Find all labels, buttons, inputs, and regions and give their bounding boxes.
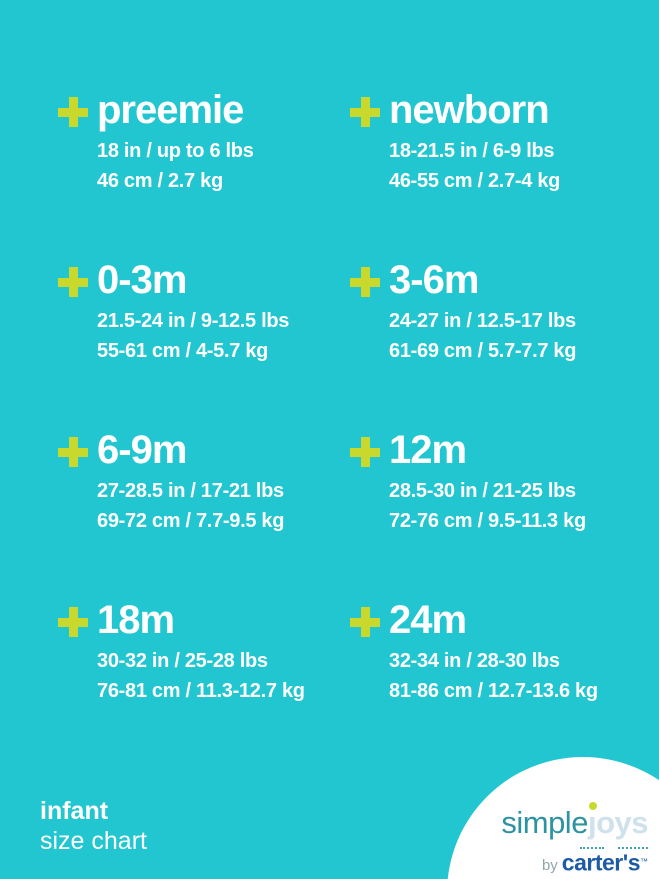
size-imperial: 18-21.5 in / 6-9 lbs [389,140,555,162]
plus-icon [58,437,88,467]
size-name: preemie [97,88,244,132]
size-metric: 72-76 cm / 9.5-11.3 kg [389,510,586,532]
size-entry-newborn: newborn 18-21.5 in / 6-9 lbs 46-55 cm / … [350,88,642,258]
chart-category-label: infant [40,797,109,825]
size-entry-6-9m: 6-9m 27-28.5 in / 17-21 lbs 69-72 cm / 7… [58,428,350,598]
joys-j-dot-icon [588,802,597,810]
plus-icon [350,97,380,127]
size-imperial: 18 in / up to 6 lbs [97,140,254,162]
logo-carters-text: carter's [561,849,641,876]
size-name: newborn [389,88,550,132]
size-name: 24m [389,598,467,642]
size-metric: 55-61 cm / 4-5.7 kg [97,340,269,362]
size-imperial: 21.5-24 in / 9-12.5 lbs [97,310,290,332]
size-name: 0-3m [97,258,187,302]
logo-by-text: by [541,857,558,875]
size-metric: 46 cm / 2.7 kg [97,170,223,192]
plus-icon [350,267,380,297]
size-metric: 76-81 cm / 11.3-12.7 kg [97,680,305,702]
size-imperial: 32-34 in / 28-30 lbs [389,650,560,672]
trademark-symbol: ™ [640,857,648,866]
logo-simple-text: simple [501,805,588,840]
plus-icon [350,607,380,637]
plus-icon [58,607,88,637]
size-imperial: 28.5-30 in / 21-25 lbs [389,480,576,502]
size-entry-preemie: preemie 18 in / up to 6 lbs 46 cm / 2.7 … [58,88,350,258]
size-entry-0-3m: 0-3m 21.5-24 in / 9-12.5 lbs 55-61 cm / … [58,258,350,428]
size-imperial: 27-28.5 in / 17-21 lbs [97,480,284,502]
size-name: 3-6m [389,258,479,302]
size-entry-24m: 24m 32-34 in / 28-30 lbs 81-86 cm / 12.7… [350,598,642,768]
plus-icon [58,267,88,297]
size-name: 12m [389,428,467,472]
size-name: 18m [97,598,175,642]
size-entry-18m: 18m 30-32 in / 25-28 lbs 76-81 cm / 11.3… [58,598,350,768]
chart-footer: infant size chart [40,796,147,856]
size-entry-3-6m: 3-6m 24-27 in / 12.5-17 lbs 61-69 cm / 5… [350,258,642,428]
size-metric: 81-86 cm / 12.7-13.6 kg [389,680,598,702]
size-name: 6-9m [97,428,187,472]
logo-dotted-underline [470,847,648,849]
brand-logo: simple ȷoys by carter's™ [470,802,648,877]
plus-icon [350,437,380,467]
size-metric: 61-69 cm / 5.7-7.7 kg [389,340,577,362]
size-imperial: 24-27 in / 12.5-17 lbs [389,310,576,332]
logo-joys-j: ȷ [587,805,597,840]
plus-icon [58,97,88,127]
size-entry-12m: 12m 28.5-30 in / 21-25 lbs 72-76 cm / 9.… [350,428,642,598]
size-metric: 69-72 cm / 7.7-9.5 kg [97,510,285,532]
size-imperial: 30-32 in / 25-28 lbs [97,650,268,672]
size-grid: preemie 18 in / up to 6 lbs 46 cm / 2.7 … [58,88,642,768]
chart-title-label: size chart [40,827,147,855]
logo-joys-text: oys [596,805,648,840]
size-metric: 46-55 cm / 2.7-4 kg [389,170,561,192]
